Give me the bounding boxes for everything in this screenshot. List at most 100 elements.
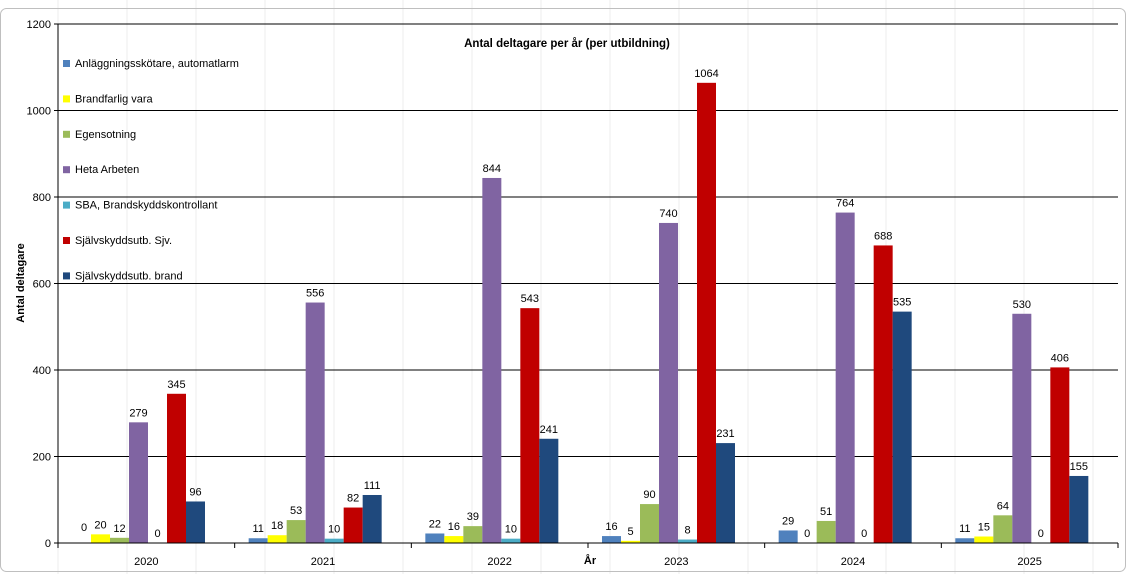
data-label: 0 — [154, 528, 160, 540]
data-label: 96 — [189, 486, 201, 498]
legend-item: Självskyddsutb. Sjv. — [63, 235, 172, 247]
data-label: 22 — [429, 518, 441, 530]
data-label: 64 — [997, 500, 1009, 512]
data-label: 535 — [893, 297, 911, 309]
data-label: 53 — [290, 505, 302, 517]
y-tick-label: 1200 — [27, 19, 51, 31]
data-label: 111 — [364, 480, 381, 492]
bar — [892, 311, 912, 543]
bar — [167, 393, 186, 543]
data-label: 241 — [540, 424, 558, 436]
data-label: 231 — [716, 428, 734, 440]
bar — [697, 82, 716, 543]
bar — [324, 538, 344, 543]
bar — [1069, 475, 1089, 543]
data-label: 844 — [483, 163, 501, 175]
y-tick-label: 0 — [45, 538, 51, 550]
legend-label: Heta Arbeten — [75, 164, 139, 176]
x-tick-label: 2024 — [841, 556, 865, 568]
data-label: 51 — [820, 506, 832, 518]
legend-swatch — [63, 201, 70, 209]
bar — [286, 520, 306, 543]
data-label: 0 — [81, 522, 87, 534]
data-label: 0 — [861, 528, 867, 540]
y-tick-label: 1000 — [27, 106, 51, 118]
bar — [129, 422, 148, 543]
bars — [91, 82, 1089, 543]
bar — [816, 520, 836, 543]
legend-label: Självskyddsutb. brand — [75, 270, 183, 282]
y-tick-label: 600 — [33, 279, 51, 291]
data-label: 345 — [167, 379, 185, 391]
legend-swatch — [63, 60, 70, 67]
data-label: 16 — [605, 521, 617, 533]
legend-label: SBA, Brandskyddskontrollant — [75, 200, 217, 212]
bar — [110, 537, 129, 543]
data-label: 16 — [448, 521, 460, 533]
data-label: 18 — [271, 520, 283, 532]
legend-swatch — [63, 130, 70, 138]
data-label: 155 — [1070, 461, 1088, 473]
gridlines — [58, 23, 1118, 457]
x-tick-label: 2022 — [487, 556, 511, 568]
bar — [993, 515, 1013, 543]
legend-item: Brandfarlig vara — [63, 93, 154, 105]
bar — [91, 534, 110, 543]
data-label: 1064 — [694, 68, 718, 80]
data-label: 90 — [643, 489, 655, 501]
legend-item: Självskyddsutb. brand — [63, 270, 183, 282]
bar — [362, 494, 382, 543]
legend-item: Anläggningsskötare, automatlarm — [63, 58, 239, 70]
data-label: 11 — [959, 523, 970, 535]
bar — [267, 535, 287, 543]
legend-label: Brandfarlig vara — [75, 93, 154, 105]
data-label: 279 — [129, 407, 147, 419]
bar — [248, 538, 268, 543]
legend-label: Självskyddsutb. Sjv. — [75, 235, 172, 247]
data-label: 764 — [836, 198, 854, 210]
data-label: 5 — [627, 526, 633, 538]
legend-swatch — [63, 95, 70, 103]
y-axis-title: Antal deltagare — [15, 243, 27, 322]
bar — [678, 539, 697, 543]
data-label: 556 — [306, 288, 324, 300]
y-tick-label: 800 — [33, 192, 51, 204]
data-label: 0 — [804, 528, 810, 540]
data-label: 543 — [521, 293, 539, 305]
bar — [602, 536, 621, 543]
bar — [186, 501, 205, 543]
legend-item: Heta Arbeten — [63, 164, 139, 176]
bar — [778, 530, 798, 543]
x-tick-label: 2020 — [134, 556, 158, 568]
bar — [1012, 313, 1032, 543]
data-label: 11 — [252, 523, 263, 535]
data-label: 20 — [94, 519, 106, 531]
data-label: 406 — [1051, 352, 1069, 364]
bar — [716, 443, 735, 543]
x-tick-label: 2025 — [1017, 556, 1041, 568]
x-tick-label: 2021 — [311, 556, 335, 568]
legend-swatch — [63, 166, 70, 174]
bar — [974, 536, 994, 543]
data-label: 0 — [1038, 528, 1044, 540]
legend-label: Anläggningsskötare, automatlarm — [75, 58, 239, 70]
data-label: 530 — [1013, 299, 1031, 311]
data-label: 82 — [347, 493, 359, 505]
data-label: 10 — [328, 524, 340, 536]
legend-label: Egensotning — [75, 129, 136, 141]
x-tick-label: 2023 — [664, 556, 688, 568]
y-tick-label: 200 — [33, 452, 51, 464]
data-label: 8 — [684, 525, 690, 537]
bar — [343, 507, 363, 543]
data-label: 10 — [505, 524, 517, 536]
bar — [955, 538, 975, 543]
bar — [501, 538, 521, 543]
legend-swatch — [63, 237, 70, 244]
data-label: 688 — [874, 230, 892, 242]
bar — [835, 212, 855, 543]
bar — [482, 177, 502, 543]
bar — [425, 533, 445, 543]
